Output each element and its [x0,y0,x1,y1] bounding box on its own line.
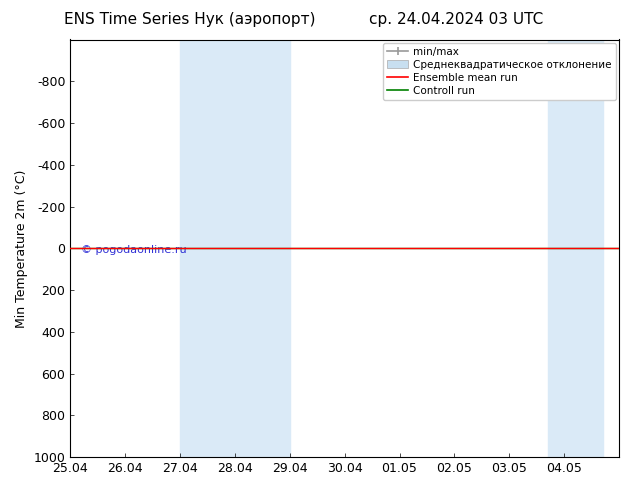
Text: ср. 24.04.2024 03 UTC: ср. 24.04.2024 03 UTC [370,12,543,27]
Bar [180,40,290,457]
Text: ENS Time Series Нук (аэропорт): ENS Time Series Нук (аэропорт) [65,12,316,27]
Text: © pogodaonline.ru: © pogodaonline.ru [81,245,187,255]
Legend: min/max, Среднеквадратическое отклонение, Ensemble mean run, Controll run: min/max, Среднеквадратическое отклонение… [383,43,616,100]
Bar [548,40,602,457]
Y-axis label: Min Temperature 2m (°C): Min Temperature 2m (°C) [15,169,28,327]
